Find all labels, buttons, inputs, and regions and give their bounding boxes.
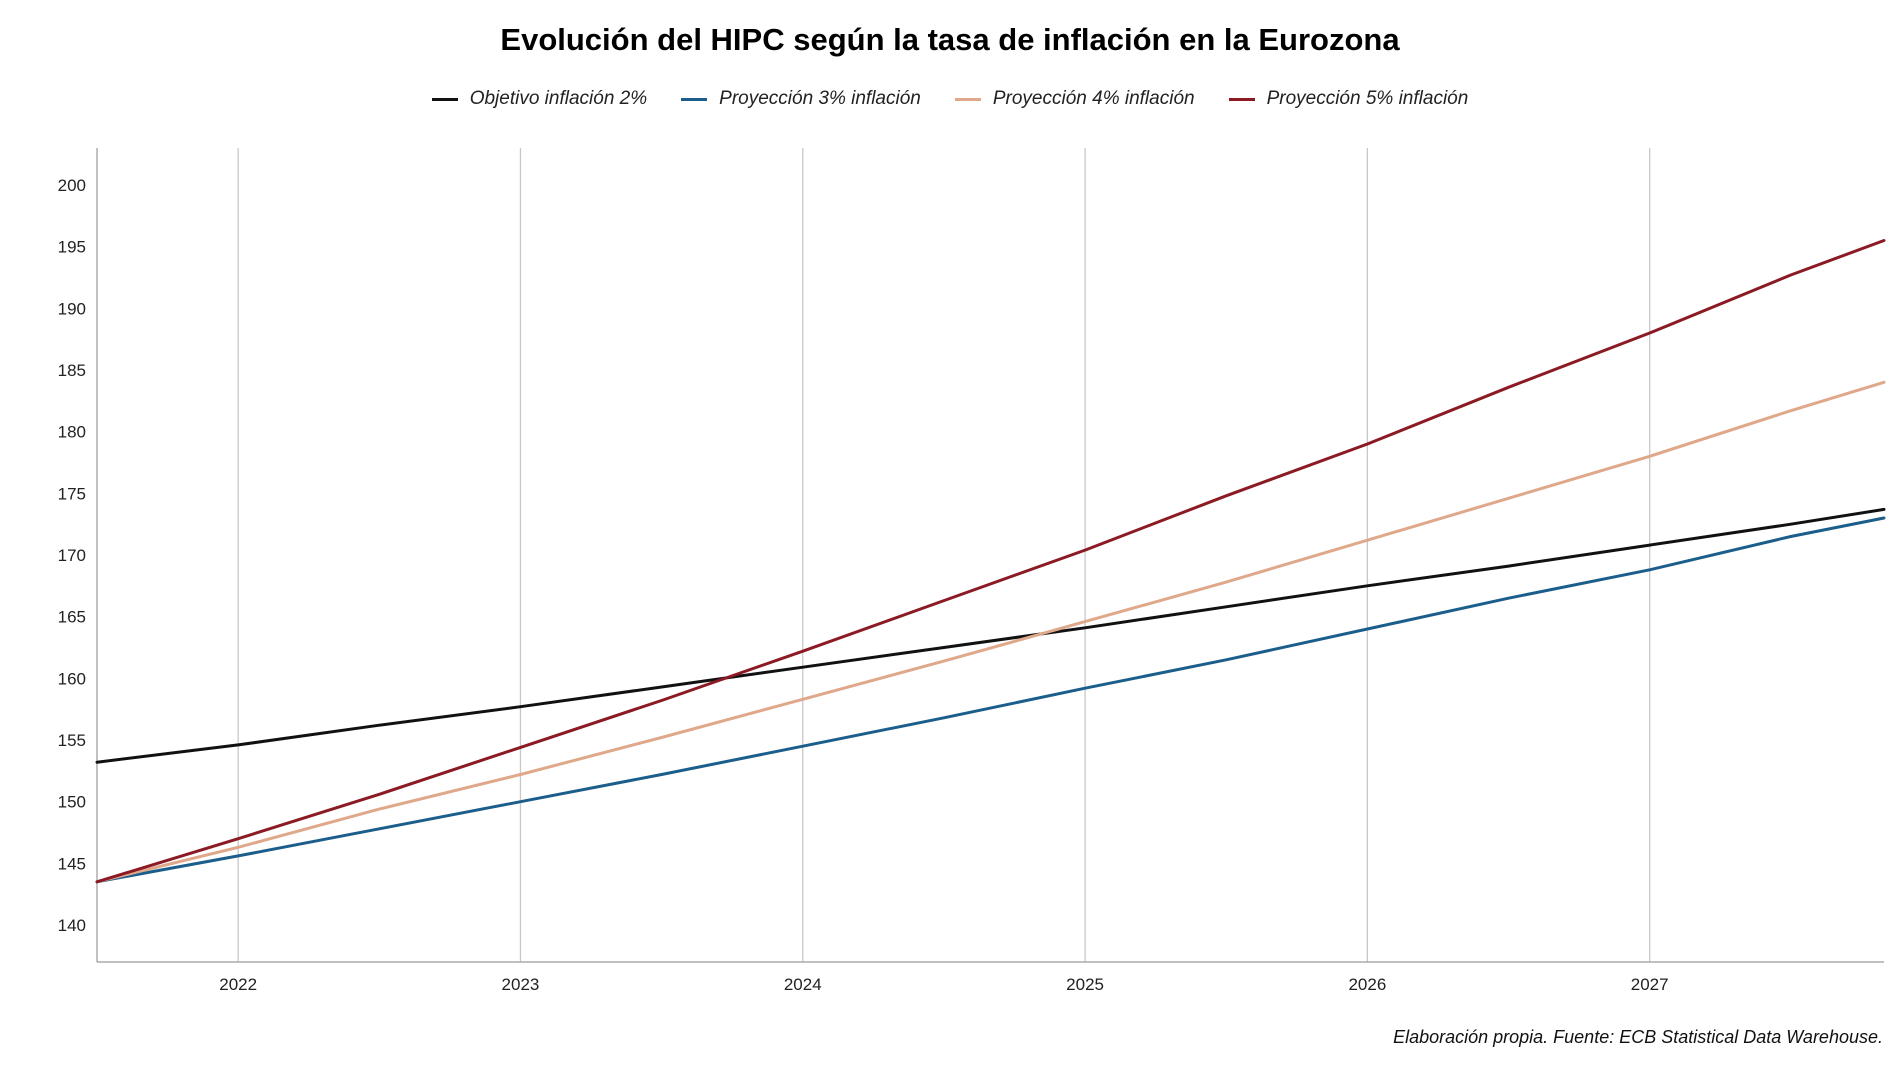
legend-swatch-5pct (1228, 97, 1255, 101)
legend-item-4pct: Proyección 4% inflación (954, 88, 1195, 110)
legend-swatch-4pct (954, 97, 981, 101)
legend-swatch-2pct (431, 97, 458, 101)
series-line-2 (95, 380, 1886, 884)
tick-labels: 2022 2023 2024 2025 2026 2027 140 145 150 155 160 1… (58, 176, 1669, 994)
y-tick-label: 170 (58, 546, 86, 565)
x-tick-label: 2022 (219, 975, 257, 994)
chart-title: Evolución del HIPC según la tasa de infl… (500, 22, 1400, 57)
y-tick-label: 175 (58, 484, 86, 503)
series-line-1 (95, 516, 1886, 884)
x-tick-label: 2023 (502, 975, 540, 994)
legend-label-4pct: Proyección 4% inflación (992, 88, 1195, 109)
y-tick-label: 200 (58, 176, 86, 195)
x-tick-label: 2024 (784, 975, 822, 994)
axes (96, 148, 1884, 963)
y-tick-label: 140 (58, 916, 86, 935)
y-tick-label: 180 (58, 423, 86, 442)
x-tick-label: 2026 (1348, 975, 1386, 994)
y-tick-label: 150 (58, 793, 86, 812)
legend-label-2pct: Objetivo inflación 2% (469, 88, 648, 109)
legend-item-2pct: Objetivo inflación 2% (431, 88, 648, 110)
series-line-0 (95, 507, 1886, 764)
chart-legend: Objetivo inflación 2% Proyección 3% infl… (0, 88, 1900, 110)
gridlines (237, 148, 1651, 962)
legend-item-5pct: Proyección 5% inflación (1228, 88, 1469, 110)
series-lines (95, 239, 1886, 884)
source-caption: Elaboración propia. Fuente: ECB Statisti… (1393, 1027, 1883, 1047)
y-tick-label: 165 (58, 608, 86, 627)
legend-swatch-3pct (681, 97, 708, 101)
legend-item-3pct: Proyección 3% inflación (681, 88, 921, 110)
series-line-3 (95, 239, 1886, 884)
legend-label-5pct: Proyección 5% inflación (1266, 88, 1469, 109)
x-tick-label: 2025 (1066, 975, 1104, 994)
y-tick-label: 185 (58, 361, 86, 380)
x-tick-label: 2027 (1631, 975, 1669, 994)
y-tick-label: 190 (58, 299, 86, 318)
y-tick-label: 195 (58, 238, 86, 257)
y-tick-label: 160 (58, 669, 86, 688)
y-tick-label: 145 (58, 854, 86, 873)
y-tick-label: 155 (58, 731, 86, 750)
legend-label-3pct: Proyección 3% inflación (719, 88, 921, 109)
